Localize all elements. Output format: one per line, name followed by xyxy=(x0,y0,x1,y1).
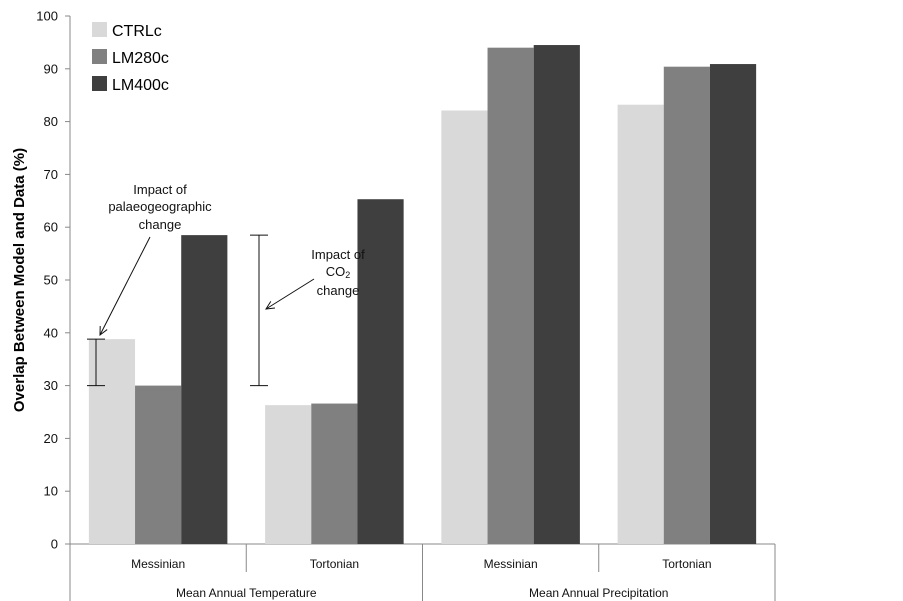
y-tick-label: 70 xyxy=(44,167,58,182)
co2-annotation-subscript: 2 xyxy=(345,270,350,280)
legend-swatch xyxy=(92,49,107,64)
y-tick-label: 100 xyxy=(36,9,58,24)
palaeogeographic-annotation-text: Impact of xyxy=(133,182,187,197)
y-tick-label: 90 xyxy=(44,61,58,76)
legend-swatch xyxy=(92,22,107,37)
bar-lm400c xyxy=(357,199,404,544)
legend-label: LM280c xyxy=(112,50,169,67)
bar-lm280c xyxy=(663,66,710,545)
bar-lm280c xyxy=(135,385,182,544)
legend-label: LM400c xyxy=(112,77,169,94)
co2-annotation-co: CO xyxy=(326,264,346,279)
y-tick-label: 40 xyxy=(44,325,58,340)
category-label: Messinian xyxy=(131,557,185,571)
palaeogeographic-annotation-text: change xyxy=(139,217,182,232)
legend-swatch xyxy=(92,76,107,91)
annotations-layer: Impact of palaeogeographic change Impact of… xyxy=(87,182,365,387)
co2-annotation-text: change xyxy=(317,283,360,298)
y-tick-label: 80 xyxy=(44,114,58,129)
y-tick-label: 60 xyxy=(44,220,58,235)
co2-annotation-text: CO2 xyxy=(326,264,351,280)
bar-ctrlc xyxy=(441,110,488,545)
y-tick-label: 0 xyxy=(51,537,58,552)
y-axis-label: Overlap Between Model and Data (%) xyxy=(11,148,28,412)
legend-label: CTRLc xyxy=(112,23,162,40)
bar-lm280c xyxy=(487,47,534,545)
bar-ctrlc xyxy=(88,339,136,544)
palaeogeographic-arrow xyxy=(99,236,151,336)
palaeogeographic-annotation-text: palaeogeographic xyxy=(108,199,212,214)
co2-arrow xyxy=(265,278,315,310)
bar-lm400c xyxy=(181,235,228,544)
bar-ctrlc xyxy=(265,405,312,544)
bar-lm400c xyxy=(709,64,757,544)
bars-layer xyxy=(88,45,757,545)
y-tick-label: 10 xyxy=(44,484,58,499)
bar-lm280c xyxy=(311,403,358,544)
category-label: Tortonian xyxy=(310,557,359,571)
co2-arrowhead xyxy=(265,301,276,310)
legend: CTRLc LM280c LM400c xyxy=(92,22,169,94)
category-label: Messinian xyxy=(484,557,538,571)
labels-layer: 0 10 20 30 40 50 60 70 80 90 100 Messinian Tortonian… xyxy=(11,9,712,601)
y-tick-label: 30 xyxy=(44,378,58,393)
co2-annotation-text: Impact of xyxy=(311,247,365,262)
category-label: Tortonian xyxy=(662,557,711,571)
bar-lm400c xyxy=(533,45,580,544)
palaeogeographic-arrowhead xyxy=(99,325,108,337)
y-tick-label: 50 xyxy=(44,273,58,288)
group-label: Mean Annual Precipitation xyxy=(529,586,668,600)
y-tick-label: 20 xyxy=(44,431,58,446)
group-label: Mean Annual Temperature xyxy=(176,586,317,600)
bar-ctrlc xyxy=(617,104,664,544)
